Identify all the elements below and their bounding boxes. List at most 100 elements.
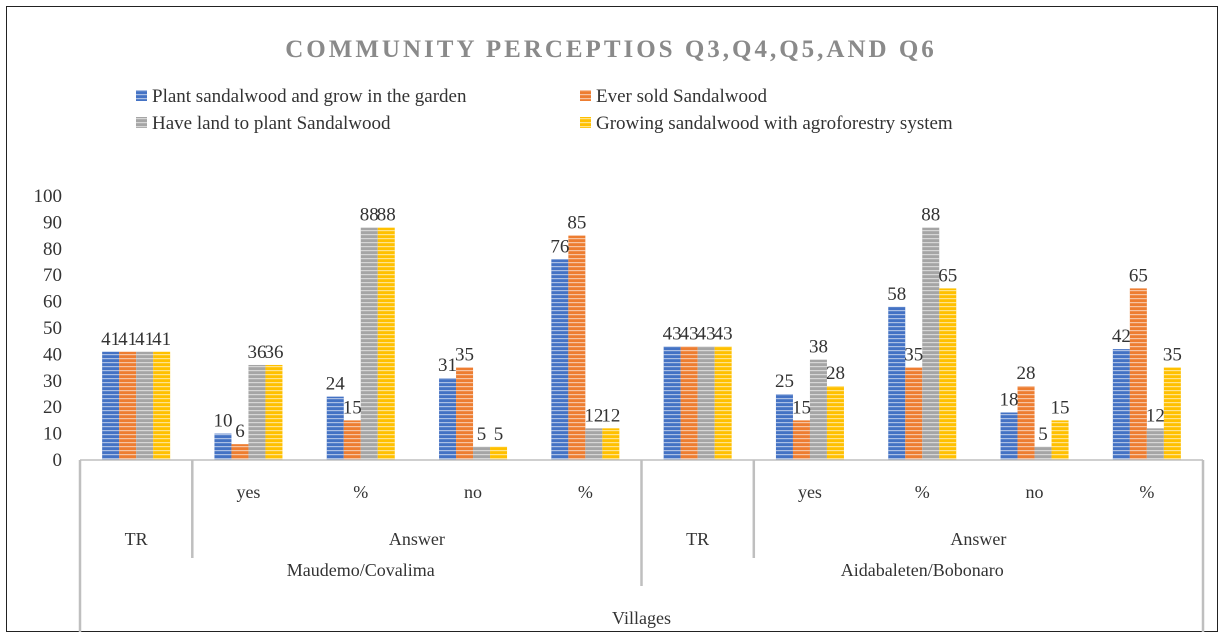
data-label: 88 — [360, 205, 379, 226]
bar-texture — [231, 444, 249, 460]
data-label: 43 — [663, 323, 682, 344]
y-tick-label: 80 — [43, 239, 62, 260]
bar-texture — [809, 359, 827, 460]
y-axis: 0 10 20 30 40 50 60 70 80 90 100 — [34, 186, 63, 471]
bar-texture — [119, 351, 137, 460]
bar-texture — [551, 259, 569, 460]
data-label: 5 — [1038, 424, 1048, 445]
data-label: 88 — [377, 205, 396, 226]
bar-texture — [1112, 349, 1130, 460]
legend-swatch-texture — [580, 117, 591, 128]
y-tick-label: 70 — [43, 265, 62, 286]
data-label: 38 — [809, 337, 828, 358]
chart-frame — [6, 6, 1218, 632]
bar-texture — [775, 394, 793, 460]
data-label: 43 — [714, 323, 733, 344]
x-group-label: TR — [125, 529, 148, 549]
chart-title: COMMUNITY PERCEPTIOS Q3,Q4,Q5,AND Q6 — [285, 36, 937, 63]
data-label: 15 — [343, 397, 362, 418]
y-tick-label: 50 — [43, 318, 62, 339]
bar-texture — [265, 364, 283, 460]
y-tick-label: 10 — [43, 424, 62, 445]
bar-texture — [939, 288, 957, 460]
data-label: 12 — [1146, 405, 1165, 426]
data-label: 58 — [887, 284, 906, 305]
bar-texture — [473, 446, 491, 460]
bar-texture — [568, 235, 586, 460]
data-label: 10 — [213, 411, 232, 432]
x-category-label: yes — [236, 482, 260, 502]
bar-texture — [1000, 412, 1018, 460]
legend: Plant sandalwood and grow in the garden E… — [136, 86, 953, 134]
bar-texture — [714, 346, 732, 460]
data-label: 88 — [921, 205, 940, 226]
legend-swatch-texture — [136, 117, 147, 128]
data-label: 35 — [455, 345, 474, 366]
data-label: 6 — [235, 421, 245, 442]
data-label: 43 — [697, 323, 716, 344]
bar-texture — [214, 433, 232, 460]
bar-texture — [663, 346, 681, 460]
bar-texture — [490, 446, 508, 460]
x-category-label: % — [353, 482, 368, 502]
bar-texture — [585, 428, 603, 460]
x-category-label: no — [464, 482, 482, 502]
x-village-label: Aidabaleten/Bobonaro — [841, 560, 1004, 580]
data-label: 35 — [1163, 345, 1182, 366]
bar-texture — [905, 367, 923, 460]
bar-texture — [136, 351, 154, 460]
data-label: 41 — [135, 329, 154, 350]
data-label: 41 — [152, 329, 171, 350]
bar-texture — [343, 420, 361, 460]
bar-texture — [102, 351, 120, 460]
bar-texture — [439, 378, 457, 460]
bar-texture — [680, 346, 698, 460]
bar-texture — [456, 367, 474, 460]
data-label: 24 — [326, 374, 346, 395]
data-label: 85 — [567, 213, 586, 234]
data-label: 65 — [1129, 265, 1148, 286]
bar-texture — [326, 396, 344, 460]
legend-label: Have land to plant Sandalwood — [152, 113, 391, 134]
data-label: 36 — [264, 342, 283, 363]
data-label: 12 — [584, 405, 603, 426]
data-label: 35 — [904, 345, 923, 366]
y-tick-label: 90 — [43, 212, 62, 233]
bar-texture — [1146, 428, 1164, 460]
x-category-label: % — [578, 482, 593, 502]
x-group-label: Answer — [389, 529, 445, 549]
data-label: 36 — [247, 342, 266, 363]
bar-texture — [1034, 446, 1052, 460]
data-label: 76 — [550, 236, 569, 257]
x-category-label: no — [1026, 482, 1044, 502]
y-tick-label: 60 — [43, 292, 62, 313]
bar-texture — [1051, 420, 1069, 460]
y-tick-label: 30 — [43, 371, 62, 392]
data-label: 25 — [775, 371, 794, 392]
bar-texture — [1017, 386, 1035, 460]
bar-texture — [888, 306, 906, 460]
bar-texture — [792, 420, 810, 460]
bar-texture — [377, 227, 395, 460]
bar-texture — [697, 346, 715, 460]
legend-label: Ever sold Sandalwood — [596, 86, 767, 107]
x-category-label: % — [1139, 482, 1154, 502]
bar-texture — [360, 227, 378, 460]
data-label: 42 — [1112, 326, 1131, 347]
data-label: 41 — [118, 329, 137, 350]
legend-label: Plant sandalwood and grow in the garden — [152, 86, 467, 107]
bar-texture — [248, 364, 266, 460]
bar-texture — [1163, 367, 1181, 460]
x-category-label: yes — [798, 482, 822, 502]
legend-swatch-texture — [580, 90, 591, 101]
data-label: 12 — [601, 405, 620, 426]
x-group-label: TR — [686, 529, 709, 549]
x-axis-title: Villages — [612, 608, 671, 628]
y-tick-label: 40 — [43, 344, 62, 365]
bar-texture — [922, 227, 940, 460]
bar-texture — [826, 386, 844, 460]
y-tick-label: 0 — [53, 450, 63, 471]
data-label: 15 — [792, 397, 811, 418]
data-label: 31 — [438, 355, 457, 376]
